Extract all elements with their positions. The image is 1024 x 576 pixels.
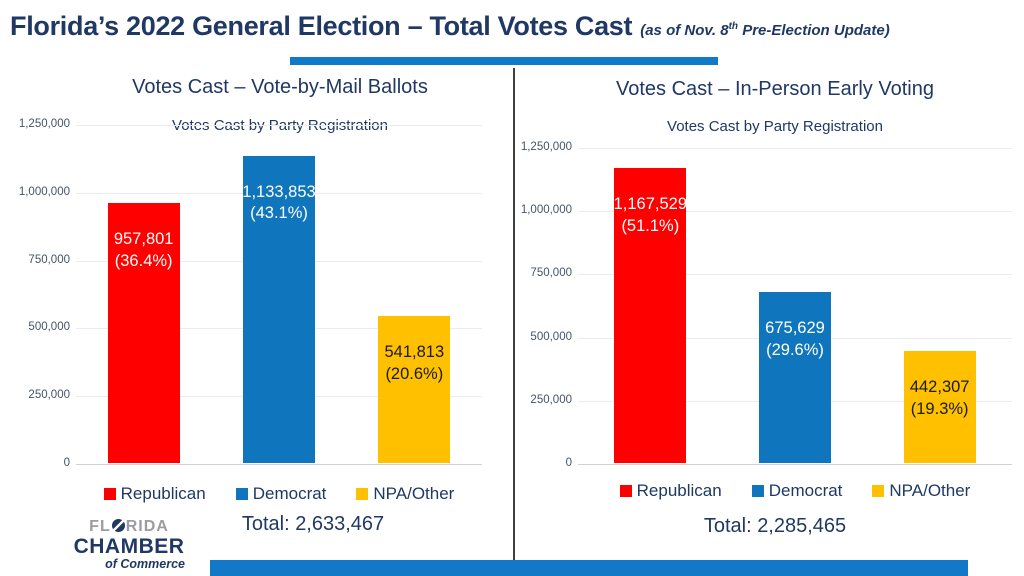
- legend-item-npa-other: NPA/Other: [872, 481, 970, 501]
- logo-of-commerce-text: of Commerce: [105, 557, 185, 571]
- chart-title-vote-by-mail: Votes Cast – Vote-by-Mail Ballots: [132, 76, 428, 98]
- y-axis-ticks: 1,250,000 1,000,000 750,000 500,000 250,000 0: [516, 141, 572, 469]
- legend-item-democrat: Democrat: [235, 484, 327, 504]
- title-underline-bar: [290, 57, 718, 65]
- y-axis-tick-label: 1,250,000: [18, 118, 70, 130]
- gridline: [578, 274, 1012, 276]
- legend-item-npa-other: NPA/Other: [356, 484, 454, 504]
- legend-label-republican: Republican: [120, 484, 206, 503]
- florida-chamber-logo: FL RIDA CHAMBER of Commerce: [70, 519, 188, 571]
- y-axis-tick-label: 250,000: [530, 393, 572, 406]
- gridline: [76, 125, 482, 126]
- plot-area-vote-by-mail: 957,801 (36.4%) 1,133,853 (43.1%) 541,813 (20…: [76, 125, 482, 465]
- x-axis-line: [76, 464, 482, 465]
- bar-value-label: 957,801 (36.4%): [113, 230, 174, 271]
- bar-democrat: 675,629 (29.6%): [759, 292, 831, 463]
- y-axis-ticks: 1,250,000 1,000,000 750,000 500,000 250,000 0: [6, 118, 70, 469]
- bar-democrat: 1,133,853 (43.1%): [242, 155, 316, 463]
- y-axis-tick-label: 0: [565, 457, 572, 469]
- legend-vote-by-mail: Republican Democrat NPA/Other: [76, 484, 482, 504]
- legend-early-voting: Republican Democrat NPA/Other: [578, 481, 1012, 501]
- y-axis-tick-label: 250,000: [28, 389, 70, 402]
- legend-item-republican: Republican: [103, 484, 206, 504]
- bar-republican: 957,801 (36.4%): [107, 203, 180, 463]
- legend-swatch-republican: [619, 485, 632, 497]
- y-axis-tick-label: 1,000,000: [520, 204, 572, 217]
- legend-swatch-republican: [103, 488, 116, 500]
- chart-title-early-voting: Votes Cast – In-Person Early Voting: [616, 78, 934, 100]
- vertical-divider: [513, 68, 515, 568]
- bar-value-label: 675,629 (29.6%): [765, 319, 825, 359]
- total-vote-by-mail: Total: 2,633,467: [241, 513, 385, 535]
- bottom-accent-bar: [210, 560, 968, 576]
- y-axis-tick-label: 500,000: [530, 330, 572, 343]
- chart-subtitle-early-voting: Votes Cast by Party Registration: [667, 118, 883, 135]
- legend-swatch-npa-other: [872, 485, 885, 497]
- page-title-text: Florida’s 2022 General Election – Total …: [10, 11, 633, 41]
- y-axis-tick-label: 500,000: [28, 321, 70, 334]
- legend-label-npa-other: NPA/Other: [373, 484, 455, 503]
- legend-item-republican: Republican: [619, 481, 722, 501]
- plot-area-early-voting: 1,167,529 (51.1%) 675,629 (29.6%) 442,307 (19…: [578, 148, 1012, 465]
- bar-npa-other: 541,813 (20.6%): [378, 316, 451, 463]
- y-axis-tick-label: 1,000,000: [18, 185, 70, 198]
- y-axis-tick-label: 0: [63, 457, 70, 469]
- y-axis-tick-label: 1,250,000: [520, 141, 572, 153]
- bar-value-label: 1,167,529 (51.1%): [613, 194, 688, 235]
- legend-item-democrat: Democrat: [751, 481, 843, 501]
- gridline: [578, 211, 1012, 213]
- y-axis-tick-label: 750,000: [28, 253, 70, 266]
- bar-value-label: 442,307 (19.3%): [909, 378, 970, 418]
- logo-chamber-text: CHAMBER: [73, 535, 185, 558]
- logo-florida-text: FL RIDA: [89, 518, 169, 535]
- bar-value-label: 541,813 (20.6%): [384, 343, 445, 383]
- page-title: Florida’s 2022 General Election – Total …: [10, 11, 1020, 42]
- legend-label-democrat: Democrat: [768, 481, 843, 500]
- total-early-voting: Total: 2,285,465: [703, 515, 847, 537]
- logo-florida-o-icon: [111, 519, 125, 532]
- y-axis-tick-label: 750,000: [530, 267, 572, 280]
- legend-label-npa-other: NPA/Other: [889, 481, 971, 500]
- legend-label-democrat: Democrat: [252, 484, 327, 503]
- bar-republican: 1,167,529 (51.1%): [614, 167, 687, 463]
- legend-swatch-democrat: [751, 485, 764, 497]
- x-axis-line: [578, 464, 1012, 465]
- bar-value-label: 1,133,853 (43.1%): [242, 182, 316, 223]
- bar-npa-other: 442,307 (19.3%): [903, 351, 976, 463]
- legend-swatch-democrat: [235, 488, 248, 500]
- page-title-annotation: (as of Nov. 8th Pre-Election Update): [640, 21, 890, 39]
- legend-swatch-npa-other: [356, 488, 369, 500]
- gridline: [578, 148, 1012, 149]
- legend-label-republican: Republican: [636, 481, 722, 500]
